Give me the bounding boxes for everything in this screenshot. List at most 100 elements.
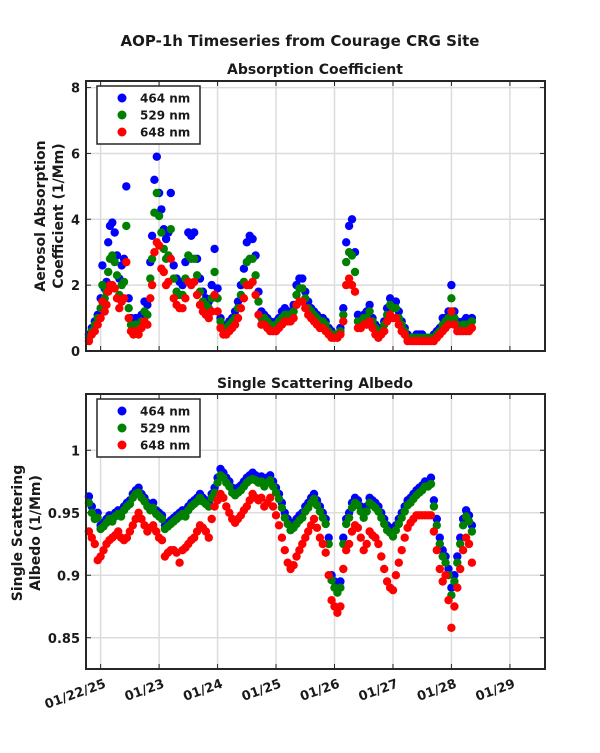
absorption-data-point: [119, 277, 129, 287]
albedo-data-point: [353, 523, 363, 532]
absorption-data-point: [292, 290, 301, 300]
absorption-data-point: [154, 211, 164, 221]
albedo-data-point: [397, 513, 406, 522]
absorption-data-point: [210, 290, 219, 300]
absorption-data-point: [216, 323, 225, 333]
albedo-data-point: [204, 533, 213, 542]
albedo-data-point: [438, 577, 447, 586]
albedo-data-point: [388, 586, 398, 595]
absorption-data-point: [444, 313, 453, 323]
absorption-data-point: [195, 300, 205, 310]
albedo-series-2: [84, 489, 477, 632]
absorption-data-point: [251, 290, 260, 300]
absorption-data-point: [467, 323, 477, 333]
albedo-data-point: [453, 558, 462, 567]
absorption-data-point: [124, 313, 133, 323]
albedo-data-point: [336, 583, 345, 592]
absorption-data-point: [181, 294, 190, 303]
absorption-data-point: [380, 327, 389, 336]
albedo-data-point: [330, 602, 339, 611]
albedo-data-point: [441, 571, 450, 580]
absorption-data-point: [350, 267, 360, 277]
absorption-data-point: [147, 280, 157, 290]
absorption-data-point: [248, 234, 257, 244]
albedo-legend-label: 648 nm: [140, 439, 190, 453]
absorption-data-point: [447, 294, 456, 303]
albedo-legend-label: 529 nm: [140, 422, 190, 436]
albedo-data-point: [429, 496, 439, 505]
absorption-data-point: [98, 261, 107, 270]
albedo-data-point: [374, 539, 383, 549]
absorption-data-point: [166, 254, 175, 263]
absorption-ylabel-line-1: Aerosol Absorption: [33, 140, 49, 291]
albedo-data-point: [336, 602, 345, 611]
albedo-data-point: [456, 533, 465, 542]
albedo-legend-marker: [117, 406, 127, 416]
albedo-data-point: [137, 514, 146, 524]
absorption-data-point: [251, 271, 260, 280]
albedo-data-point: [315, 533, 325, 542]
absorption-data-point: [178, 304, 187, 313]
albedo-data-point: [274, 494, 284, 504]
absorption-data-point: [122, 257, 131, 267]
absorption-data-point: [342, 257, 351, 267]
albedo-data-point: [435, 564, 444, 574]
absorption-data-point: [124, 304, 133, 313]
absorption-data-point: [110, 257, 119, 267]
albedo-data-point: [458, 546, 468, 555]
albedo-data-point: [324, 533, 333, 542]
absorption-data-point: [298, 297, 307, 306]
albedo-legend: 464 nm 529 nm 648 nm: [96, 398, 201, 458]
absorption-data-point: [254, 297, 263, 306]
albedo-data-point: [128, 521, 137, 530]
absorption-data-point: [169, 261, 178, 270]
absorption-data-point: [102, 300, 111, 310]
albedo-ytick-label: 1: [71, 444, 80, 459]
albedo-data-point: [441, 558, 450, 567]
absorption-data-point: [444, 320, 453, 329]
albedo-axes-box: [85, 393, 546, 670]
albedo-data-point: [321, 548, 330, 557]
absorption-data-point: [347, 251, 357, 260]
absorption-ylabel: Aerosol Absorption Coefficient (1/Mm): [33, 140, 67, 291]
albedo-data-point: [371, 533, 380, 542]
absorption-data-point: [159, 267, 168, 277]
absorption-data-point: [192, 290, 202, 300]
absorption-data-point: [166, 188, 175, 198]
figure-title: AOP-1h Timeseries from Courage CRG Site: [121, 32, 480, 50]
absorption-legend-label: 648 nm: [140, 126, 190, 140]
albedo-data-point: [87, 533, 97, 542]
absorption-data-point: [166, 225, 175, 234]
absorption-data-point: [248, 277, 257, 287]
absorption-data-point: [342, 280, 351, 290]
absorption-ytick-label: 0: [71, 345, 80, 360]
absorption-data-point: [339, 310, 348, 319]
albedo-data-point: [333, 608, 342, 617]
albedo-data-point: [309, 514, 319, 524]
albedo-data-point: [388, 532, 398, 541]
albedo-data-point: [324, 571, 333, 580]
absorption-ytick-label: 6: [71, 147, 80, 162]
absorption-data-point: [143, 320, 152, 329]
albedo-data-point: [336, 577, 345, 586]
albedo-data-point: [312, 523, 322, 532]
absorption-data-point: [190, 254, 199, 263]
absorption-data-point: [365, 317, 374, 326]
absorption-data-point: [164, 277, 173, 287]
absorption-data-point: [336, 330, 345, 339]
absorption-data-point: [100, 307, 109, 316]
absorption-data-point: [342, 238, 351, 247]
albedo-data-point: [277, 503, 287, 512]
absorption-data-point: [122, 221, 131, 231]
absorption-data-point: [98, 280, 107, 290]
absorption-data-point: [450, 320, 459, 329]
albedo-data-point: [356, 507, 365, 516]
absorption-data-point: [301, 304, 310, 313]
absorption-data-point: [169, 294, 178, 303]
absorption-data-point: [365, 300, 374, 310]
albedo-data-point: [271, 511, 281, 520]
absorption-panel: Absorption Coefficient Aerosol Absorptio…: [33, 62, 546, 360]
albedo-ytick-label: 0.85: [48, 632, 80, 647]
albedo-data-point: [96, 552, 105, 561]
albedo-ylabel-line-1: Single Scattering: [10, 465, 26, 601]
